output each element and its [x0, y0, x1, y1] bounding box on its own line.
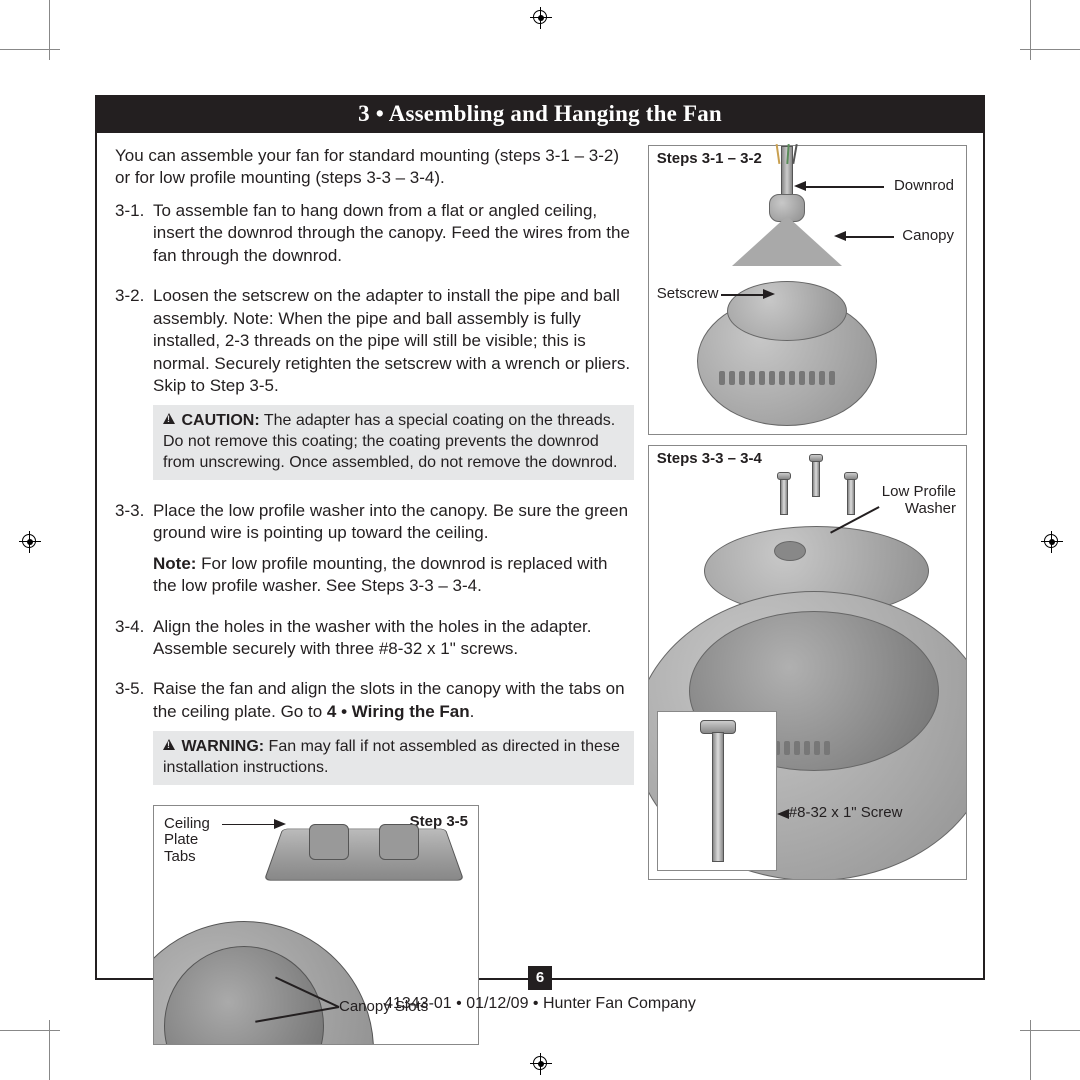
footer-text: 41343-01 • 01/12/09 • Hunter Fan Company: [384, 995, 696, 1013]
warning-icon: [163, 413, 175, 424]
crop-mark: [1030, 0, 1031, 60]
caution-callout: CAUTION: The adapter has a special coati…: [153, 405, 634, 479]
label-screw: #8-32 x 1" Screw: [789, 805, 903, 822]
arrow-icon: [274, 819, 286, 829]
screw-shape: [712, 732, 724, 862]
label-canopy: Canopy: [902, 228, 954, 245]
content-area: You can assemble your fan for standard m…: [97, 133, 983, 1055]
wire-shape: [792, 144, 797, 164]
crop-mark: [49, 1020, 50, 1080]
step-text: To assemble fan to hang down from a flat…: [153, 200, 634, 267]
plate-tab-shape: [379, 824, 419, 860]
label-ceiling-plate-tabs: Ceiling Plate Tabs: [164, 816, 224, 866]
plate-tab-shape: [309, 824, 349, 860]
leader-line: [844, 236, 894, 238]
crop-mark: [0, 1030, 60, 1031]
caution-label: CAUTION:: [181, 412, 259, 429]
register-mark-icon: [1044, 534, 1058, 548]
step-number: 3-2.: [115, 285, 153, 490]
step-number: 3-3.: [115, 500, 153, 606]
note-label: Note:: [153, 554, 196, 573]
figure-title: Steps 3-1 – 3-2: [657, 150, 762, 167]
leader-line: [222, 824, 277, 826]
screw-shape: [812, 461, 820, 497]
crop-mark: [1020, 1030, 1080, 1031]
register-mark-icon: [533, 1056, 547, 1070]
warning-icon: [163, 739, 175, 750]
hub-shape: [774, 541, 806, 561]
warning-label: WARNING:: [181, 738, 264, 755]
figure-column: Steps 3-1 – 3-2 Downrod Canopy Setscrew: [648, 145, 967, 1055]
crop-mark: [0, 49, 60, 50]
text-column: You can assemble your fan for standard m…: [115, 145, 634, 1055]
leader-line: [721, 294, 766, 296]
step-3-3: 3-3. Place the low profile washer into t…: [115, 500, 634, 606]
arrow-icon: [763, 289, 775, 299]
section-title: 3 • Assembling and Hanging the Fan: [97, 97, 983, 133]
crop-mark: [1020, 49, 1080, 50]
figure-steps-3-1-3-2: Steps 3-1 – 3-2 Downrod Canopy Setscrew: [648, 145, 967, 435]
register-mark-icon: [22, 534, 36, 548]
step-text: Place the low profile washer into the ca…: [153, 500, 634, 545]
page-number: 6: [528, 966, 552, 990]
step-3-4: 3-4. Align the holes in the washer with …: [115, 616, 634, 669]
figure-title: Steps 3-3 – 3-4: [657, 450, 762, 467]
crop-mark: [49, 0, 50, 60]
step-text: Raise the fan and align the slots in the…: [153, 678, 634, 723]
leader-line: [804, 186, 884, 188]
label-setscrew: Setscrew: [657, 286, 719, 303]
step-text: Loosen the setscrew on the adapter to in…: [153, 285, 634, 397]
ridges-shape: [719, 371, 835, 385]
step-number: 3-5.: [115, 678, 153, 794]
step-3-2: 3-2. Loosen the setscrew on the adapter …: [115, 285, 634, 490]
step-3-5: 3-5. Raise the fan and align the slots i…: [115, 678, 634, 794]
arrow-icon: [834, 231, 846, 241]
adapter-shape: [727, 281, 847, 341]
label-downrod: Downrod: [894, 178, 954, 195]
warning-callout: WARNING: Fan may fall if not assembled a…: [153, 731, 634, 785]
canopy-cone-shape: [732, 216, 842, 266]
step-number: 3-4.: [115, 616, 153, 669]
label-low-profile-washer: Low Profile Washer: [866, 484, 956, 517]
page-frame: 3 • Assembling and Hanging the Fan You c…: [95, 95, 985, 980]
arrow-icon: [777, 809, 789, 819]
screw-shape: [847, 479, 855, 515]
arrow-icon: [794, 181, 806, 191]
step-list: 3-1. To assemble fan to hang down from a…: [115, 200, 634, 795]
step-text: Align the holes in the washer with the h…: [153, 616, 634, 661]
register-mark-icon: [533, 10, 547, 24]
step-number: 3-1.: [115, 200, 153, 275]
screw-shape: [780, 479, 788, 515]
step-3-1: 3-1. To assemble fan to hang down from a…: [115, 200, 634, 275]
detail-inset: [657, 711, 777, 871]
ceiling-plate-shape: [264, 829, 464, 881]
note-text: For low profile mounting, the downrod is…: [153, 554, 608, 595]
figure-steps-3-3-3-4: Steps 3-3 – 3-4 L: [648, 445, 967, 880]
intro-text: You can assemble your fan for standard m…: [115, 145, 634, 190]
step-note: Note: For low profile mounting, the down…: [153, 553, 634, 598]
crop-mark: [1030, 1020, 1031, 1080]
cross-ref: 4 • Wiring the Fan: [327, 702, 470, 721]
wire-shape: [775, 144, 780, 164]
